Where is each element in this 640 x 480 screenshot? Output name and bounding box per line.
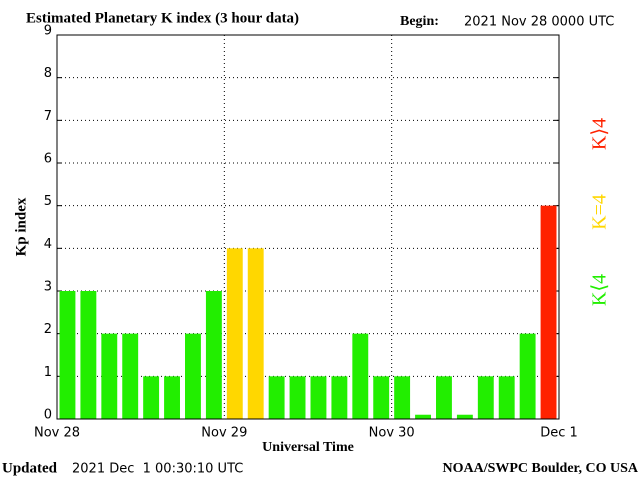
bar — [373, 376, 390, 419]
y-tick-label: 8 — [44, 66, 52, 81]
y-tick-label: 4 — [44, 237, 52, 252]
bar — [185, 333, 201, 419]
credit: NOAA/SWPC Boulder, CO USA — [442, 461, 638, 476]
bar — [247, 248, 264, 419]
bar — [143, 376, 160, 419]
chart-title: Estimated Planetary K index (3 hour data… — [26, 10, 299, 26]
x-tick-label: Nov 29 — [201, 426, 247, 441]
bar — [331, 376, 348, 419]
y-tick-label: 1 — [44, 365, 52, 380]
x-tick-label: Dec 1 — [540, 426, 578, 441]
legend-label: K⟨4 — [589, 274, 611, 306]
bar — [268, 376, 285, 419]
plot-frame — [56, 34, 560, 420]
y-tick-label: 5 — [44, 194, 52, 209]
bar — [122, 333, 139, 419]
bar — [226, 248, 243, 419]
begin-label: Begin: — [400, 14, 439, 29]
y-axis-label: Kp index — [13, 197, 29, 256]
legend-label: K=4 — [589, 194, 611, 230]
y-tick-label: 2 — [44, 322, 52, 337]
updated-label: Updated — [2, 460, 58, 476]
bar — [540, 205, 557, 419]
bar — [415, 414, 431, 419]
bar — [59, 291, 76, 419]
bar — [519, 333, 536, 419]
bar — [310, 376, 327, 419]
y-tick-label: 0 — [44, 408, 52, 423]
y-tick-label: 9 — [44, 24, 52, 39]
x-axis-label: Universal Time — [262, 440, 354, 455]
x-tick-label: Nov 30 — [369, 426, 415, 441]
bar — [477, 376, 494, 419]
bar — [80, 291, 97, 419]
y-tick-label: 7 — [44, 109, 52, 124]
bar — [289, 376, 306, 419]
bar — [456, 414, 473, 419]
bar — [101, 333, 118, 419]
x-tick-label: Nov 28 — [34, 426, 80, 441]
bar — [352, 333, 369, 419]
y-tick-label: 6 — [44, 152, 52, 167]
begin-date: 2021 Nov 28 0000 UTC — [464, 15, 614, 30]
bar — [498, 376, 515, 419]
y-tick-label: 3 — [44, 280, 52, 295]
updated-date: 2021 Dec 1 00:30:10 UTC — [72, 462, 243, 477]
bar — [394, 376, 411, 419]
bar — [436, 376, 452, 419]
legend-label: K⟩4 — [589, 118, 611, 150]
bar — [164, 376, 180, 419]
bar — [205, 291, 222, 419]
